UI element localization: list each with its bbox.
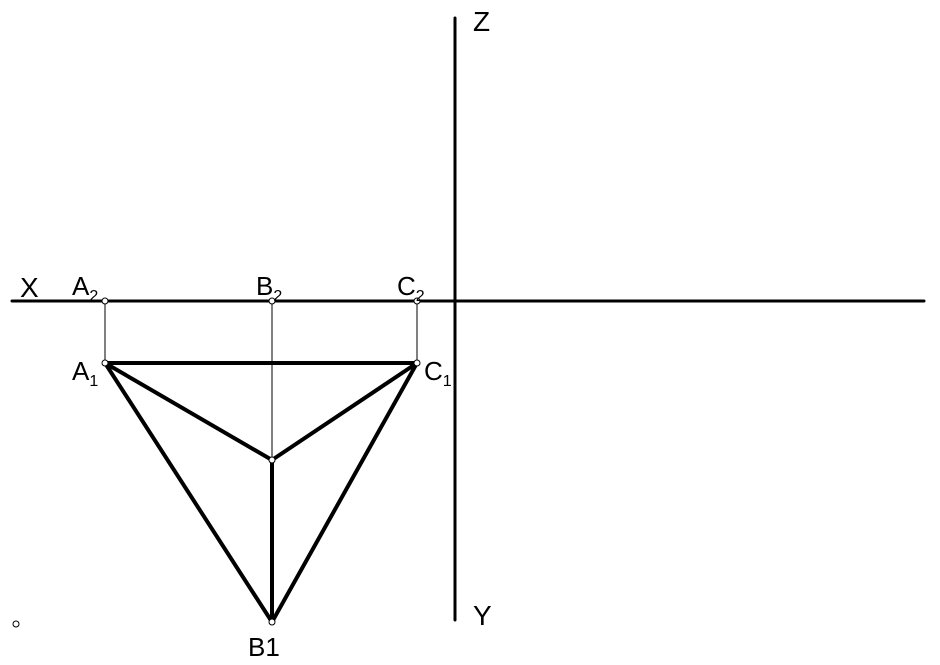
axis-y-label: Y — [473, 600, 492, 632]
axis-x-label: X — [20, 272, 39, 304]
label-C1: C1 — [424, 356, 452, 391]
label-B2: B2 — [256, 271, 282, 306]
label-B1: B1 — [248, 632, 280, 663]
axis-z-label: Z — [473, 6, 490, 38]
label-C2: C2 — [397, 271, 425, 306]
geometry-diagram — [0, 0, 940, 665]
label-A1: A1 — [72, 356, 98, 391]
label-A2: A2 — [72, 271, 98, 306]
